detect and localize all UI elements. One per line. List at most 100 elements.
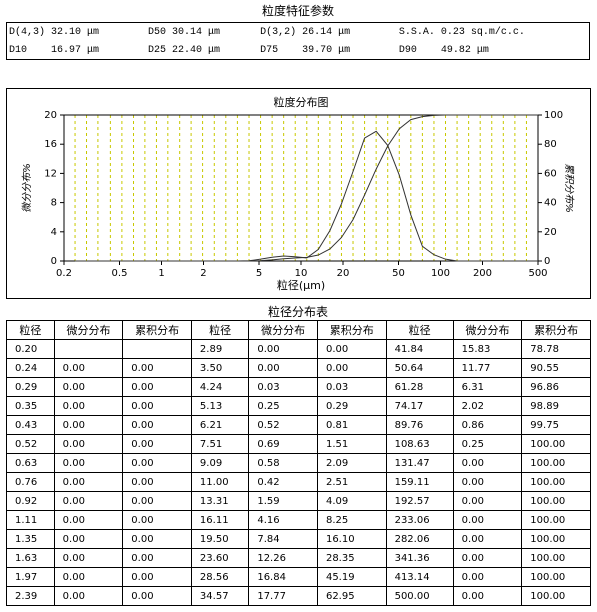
table-cell: 0.76: [6, 472, 55, 492]
table-cell: 100.00: [521, 567, 591, 587]
params-row: D10 16.97 μm D25 22.40 μm D75 39.70 μm D90 …: [7, 41, 590, 60]
x-tick-label: 50: [392, 268, 405, 279]
table-cell: 0.00: [122, 529, 192, 549]
header-title: 粒度特征参数: [261, 4, 334, 18]
table-cell: 0.00: [452, 567, 523, 587]
table-cell: 0.52: [248, 415, 318, 435]
x-tick-label: 10: [295, 268, 308, 279]
header-cell: 累积分布: [521, 320, 591, 340]
table-cell: 0.29: [6, 377, 55, 397]
x-axis-label: 粒径(μm): [277, 278, 325, 292]
table-cell: 45.19: [316, 567, 387, 587]
table-cell: 0.00: [316, 339, 387, 359]
table-cell: 100.00: [521, 472, 591, 492]
table-cell: 0.29: [316, 396, 387, 416]
x-tick-label: 1: [158, 268, 164, 279]
table-cell: 0.86: [452, 415, 523, 435]
y2-tick-label: 60: [544, 168, 557, 179]
y-tick-label: 0: [51, 256, 57, 267]
table-cell: 0.00: [122, 586, 192, 606]
table-cell: 28.35: [316, 548, 387, 568]
table-cell: 0.52: [6, 434, 55, 454]
table-cell: 341.36: [385, 548, 454, 568]
table-row: 0.76 0.00 0.00 11.00 0.42 2.51 159.11 0.00 100.0…: [6, 472, 591, 492]
x-tick-label: 100: [431, 268, 450, 279]
table-cell: 0.00: [452, 472, 523, 492]
table-cell: 100.00: [521, 529, 591, 549]
table-cell: 0.00: [122, 358, 192, 378]
param-cell: D50 30.14 μm: [147, 26, 220, 38]
table-cell: 4.09: [316, 491, 387, 511]
table-cell: 0.00: [122, 472, 192, 492]
table-cell: 15.83: [452, 339, 523, 359]
table-cell: 0.00: [452, 529, 523, 549]
param-cell: D(4,3) 32.10 μm: [9, 26, 100, 38]
table-cell: 0.03: [248, 377, 318, 397]
table-cell: 23.60: [190, 548, 250, 568]
table-cell: 0.25: [248, 396, 318, 416]
table-cell: 12.26: [248, 548, 318, 568]
param-cell: D(3,2) 26.14 μm: [260, 26, 351, 38]
x-tick-label: 2: [200, 268, 206, 279]
table-row: 0.92 0.00 0.00 13.31 1.59 4.09 192.57 0.00 100.0…: [6, 491, 591, 511]
table-cell: 0.00: [53, 472, 124, 492]
table-row: 0.24 0.00 0.00 3.50 0.00 0.00 50.64 11.77 90.55: [6, 358, 591, 378]
table-cell: 50.64: [385, 358, 454, 378]
plot-frame: [63, 114, 539, 262]
table-cell: 1.59: [248, 491, 318, 511]
table-cell: 413.14: [385, 567, 454, 587]
table-cell: 1.35: [6, 529, 55, 549]
table-cell: 0.00: [53, 586, 124, 606]
header-cell: 微分分布: [248, 320, 318, 340]
table-cell: 16.84: [248, 567, 318, 587]
chart-title: 粒度分布图: [274, 95, 329, 109]
table-cell: 0.00: [53, 567, 124, 587]
x-tick-label: 20: [337, 268, 350, 279]
table-cell: 0.00: [122, 415, 192, 435]
table-cell: 96.86: [521, 377, 591, 397]
table-cell: 0.00: [122, 396, 192, 416]
table-cell: 11.77: [452, 358, 523, 378]
table-cell: 0.24: [6, 358, 55, 378]
table-cell: 0.00: [53, 548, 124, 568]
table-cell: 0.03: [316, 377, 387, 397]
table-cell: 0.00: [53, 529, 124, 549]
table-cell: 0.00: [122, 548, 192, 568]
table-cell: 0.63: [6, 453, 55, 473]
x-tick-label: 200: [473, 268, 492, 279]
table-cell: 62.95: [316, 586, 387, 606]
x-tick-label: 5: [256, 268, 262, 279]
table-cell: 99.75: [521, 415, 591, 435]
table-cell: 2.89: [190, 339, 250, 359]
table-cell: 1.63: [6, 548, 55, 568]
table-cell: 0.00: [122, 567, 192, 587]
table-cell: 34.57: [190, 586, 250, 606]
header-cell: 累积分布: [122, 320, 192, 340]
table-cell: 16.10: [316, 529, 387, 549]
table-cell: 2.51: [316, 472, 387, 492]
y2-tick-label: 20: [544, 227, 557, 238]
table-cell: 78.78: [521, 339, 591, 359]
table-cell: 13.31: [190, 491, 250, 511]
header-cell: 累积分布: [316, 320, 387, 340]
y-tick-label: 12: [44, 168, 57, 179]
table-cell: 61.28: [385, 377, 454, 397]
table-cell: 0.00: [452, 548, 523, 568]
params-row: D(4,3) 32.10 μm D50 30.14 μm D(3,2) 26.14 …: [7, 23, 590, 42]
y2-tick-label: 80: [544, 139, 557, 150]
table-cell: 131.47: [385, 453, 454, 473]
table-cell: 1.97: [6, 567, 55, 587]
table-cell: 19.50: [190, 529, 250, 549]
param-cell: D25 22.40 μm: [147, 44, 220, 56]
table-cell: 100.00: [521, 434, 591, 454]
table-cell: 0.00: [248, 358, 318, 378]
table-row: 0.43 0.00 0.00 6.21 0.52 0.81 89.76 0.86 99.75: [6, 415, 591, 435]
table-cell: 0.00: [122, 434, 192, 454]
table-row: 1.35 0.00 0.00 19.50 7.84 16.10 282.06 0.00 100.…: [6, 529, 591, 549]
table-cell: 0.20: [6, 339, 55, 359]
table-cell: 5.13: [190, 396, 250, 416]
y-tick-label: 4: [51, 227, 57, 238]
table-cell: 0.92: [6, 491, 55, 511]
table-cell: 4.24: [190, 377, 250, 397]
table-cell: 89.76: [385, 415, 454, 435]
